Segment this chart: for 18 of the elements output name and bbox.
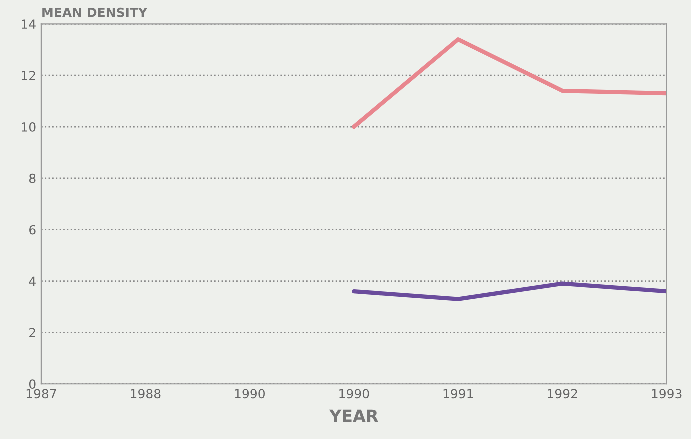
x-tick-label: 1993 <box>652 389 682 399</box>
y-tick-label: 8 <box>29 174 36 184</box>
y-tick-label: 10 <box>22 122 36 132</box>
y-tick-label: 2 <box>30 328 36 338</box>
x-tick-label: 1987 <box>26 389 56 399</box>
x-tick-label: 1991 <box>444 389 474 399</box>
x-tick-label: 1990 <box>235 389 265 399</box>
x-axis-title: YEAR <box>329 410 378 422</box>
line-series <box>352 37 667 130</box>
x-tick-label: 1990 <box>340 389 370 399</box>
x-tick-label: 1988 <box>131 389 161 399</box>
y-tick-label: 12 <box>22 71 36 80</box>
y-tick-label: 0 <box>29 380 36 390</box>
y-tick-label: 14 <box>22 20 36 29</box>
x-tick-label: 1992 <box>548 389 578 399</box>
y-axis-title: MEAN DENSITY <box>42 8 148 18</box>
y-tick-label: 4 <box>29 276 36 286</box>
y-tick-label: 6 <box>30 225 36 235</box>
